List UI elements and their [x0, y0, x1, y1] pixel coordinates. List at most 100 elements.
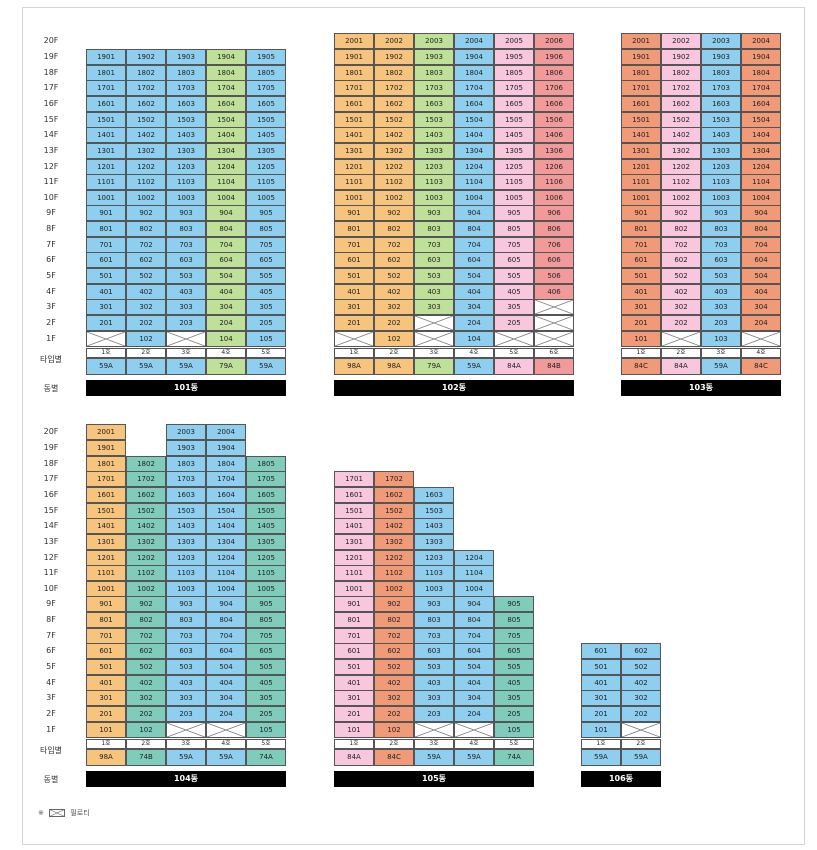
unit-cell[interactable]: 505: [246, 659, 286, 676]
unit-cell[interactable]: 1302: [374, 533, 414, 550]
unit-cell[interactable]: 901: [334, 205, 374, 222]
unit-cell[interactable]: 1203: [414, 549, 454, 566]
unit-cell[interactable]: 1105: [246, 174, 286, 191]
unit-cell[interactable]: 1906: [534, 48, 574, 65]
unit-cell[interactable]: 704: [454, 236, 494, 253]
unit-cell[interactable]: 204: [206, 315, 246, 331]
unit-cell[interactable]: 1304: [206, 142, 246, 159]
unit-cell[interactable]: 904: [454, 205, 494, 222]
unit-cell[interactable]: 1702: [661, 80, 701, 97]
unit-cell[interactable]: 703: [414, 236, 454, 253]
unit-cell[interactable]: 1503: [414, 111, 454, 128]
unit-cell[interactable]: 802: [374, 612, 414, 629]
unit-cell[interactable]: 703: [701, 236, 741, 253]
unit-cell[interactable]: 604: [206, 643, 246, 660]
unit-cell[interactable]: 1701: [86, 471, 126, 488]
unit-cell[interactable]: 203: [414, 706, 454, 722]
unit-cell[interactable]: 1303: [166, 533, 206, 550]
unit-cell[interactable]: 202: [621, 706, 661, 722]
unit-cell[interactable]: 403: [414, 283, 454, 300]
unit-cell[interactable]: 105: [246, 330, 286, 347]
unit-cell[interactable]: 802: [126, 612, 166, 629]
unit-cell[interactable]: 2004: [454, 33, 494, 50]
unit-cell[interactable]: 902: [374, 596, 414, 613]
unit-cell[interactable]: 305: [494, 299, 534, 316]
unit-cell[interactable]: 805: [246, 612, 286, 629]
unit-cell[interactable]: 905: [494, 205, 534, 222]
unit-cell[interactable]: 201: [621, 315, 661, 331]
unit-cell[interactable]: 801: [621, 221, 661, 238]
unit-cell[interactable]: 502: [661, 268, 701, 285]
unit-cell[interactable]: 1304: [454, 142, 494, 159]
unit-cell[interactable]: 1104: [206, 174, 246, 191]
unit-cell[interactable]: 405: [494, 283, 534, 300]
unit-cell[interactable]: 404: [206, 674, 246, 691]
unit-cell[interactable]: 1301: [86, 142, 126, 159]
unit-cell[interactable]: 1603: [166, 486, 206, 503]
unit-cell[interactable]: 1601: [334, 486, 374, 503]
unit-cell[interactable]: 701: [86, 627, 126, 644]
unit-cell[interactable]: 1203: [166, 549, 206, 566]
unit-cell[interactable]: 1403: [166, 518, 206, 535]
unit-cell[interactable]: 302: [126, 299, 166, 316]
unit-cell[interactable]: 1005: [246, 580, 286, 597]
unit-cell[interactable]: 401: [86, 674, 126, 691]
unit-cell[interactable]: 805: [494, 612, 534, 629]
unit-cell[interactable]: 2002: [374, 33, 414, 50]
unit-cell[interactable]: 202: [374, 706, 414, 722]
unit-cell[interactable]: 1402: [661, 127, 701, 144]
unit-cell[interactable]: 1901: [86, 48, 126, 65]
unit-cell[interactable]: 1203: [701, 158, 741, 175]
unit-cell[interactable]: 1101: [334, 174, 374, 191]
unit-cell[interactable]: 201: [86, 315, 126, 331]
unit-cell[interactable]: 801: [86, 221, 126, 238]
unit-cell[interactable]: 1902: [661, 48, 701, 65]
unit-cell[interactable]: 205: [246, 315, 286, 331]
unit-cell[interactable]: 1902: [126, 48, 166, 65]
unit-cell[interactable]: 1802: [126, 64, 166, 81]
unit-cell[interactable]: 903: [166, 596, 206, 613]
unit-cell[interactable]: 101: [334, 721, 374, 738]
unit-cell[interactable]: 404: [454, 283, 494, 300]
unit-cell[interactable]: 104: [206, 330, 246, 347]
unit-cell[interactable]: 603: [166, 643, 206, 660]
unit-cell[interactable]: 2002: [661, 33, 701, 50]
unit-cell[interactable]: 301: [86, 299, 126, 316]
unit-cell[interactable]: 805: [246, 221, 286, 238]
unit-cell[interactable]: 502: [374, 268, 414, 285]
unit-cell[interactable]: 1202: [126, 158, 166, 175]
unit-cell[interactable]: 1901: [621, 48, 661, 65]
unit-cell[interactable]: 1403: [166, 127, 206, 144]
unit-cell[interactable]: 601: [86, 252, 126, 269]
unit-cell[interactable]: 804: [741, 221, 781, 238]
unit-cell[interactable]: 1101: [334, 565, 374, 582]
unit-cell[interactable]: 1405: [494, 127, 534, 144]
unit-cell[interactable]: 1701: [334, 80, 374, 97]
unit-cell[interactable]: 1602: [126, 486, 166, 503]
unit-cell[interactable]: 905: [246, 596, 286, 613]
unit-cell[interactable]: 301: [334, 299, 374, 316]
unit-cell[interactable]: 1206: [534, 158, 574, 175]
unit-cell[interactable]: 403: [166, 283, 206, 300]
unit-cell[interactable]: 201: [334, 315, 374, 331]
unit-cell[interactable]: 1802: [374, 64, 414, 81]
unit-cell[interactable]: 1605: [494, 95, 534, 112]
unit-cell[interactable]: 903: [414, 596, 454, 613]
unit-cell[interactable]: 1702: [374, 80, 414, 97]
unit-cell[interactable]: 703: [166, 236, 206, 253]
unit-cell[interactable]: 305: [246, 690, 286, 707]
unit-cell[interactable]: 604: [206, 252, 246, 269]
unit-cell[interactable]: 1002: [126, 580, 166, 597]
unit-cell[interactable]: 601: [334, 252, 374, 269]
unit-cell[interactable]: 402: [374, 283, 414, 300]
unit-cell[interactable]: 1601: [86, 95, 126, 112]
unit-cell[interactable]: 203: [166, 706, 206, 722]
unit-cell[interactable]: 1903: [701, 48, 741, 65]
unit-cell[interactable]: 1701: [621, 80, 661, 97]
unit-cell[interactable]: 1503: [414, 502, 454, 519]
unit-cell[interactable]: 1505: [246, 502, 286, 519]
unit-cell[interactable]: 1902: [374, 48, 414, 65]
unit-cell[interactable]: 1802: [661, 64, 701, 81]
unit-cell[interactable]: 601: [621, 252, 661, 269]
unit-cell[interactable]: 1402: [126, 127, 166, 144]
